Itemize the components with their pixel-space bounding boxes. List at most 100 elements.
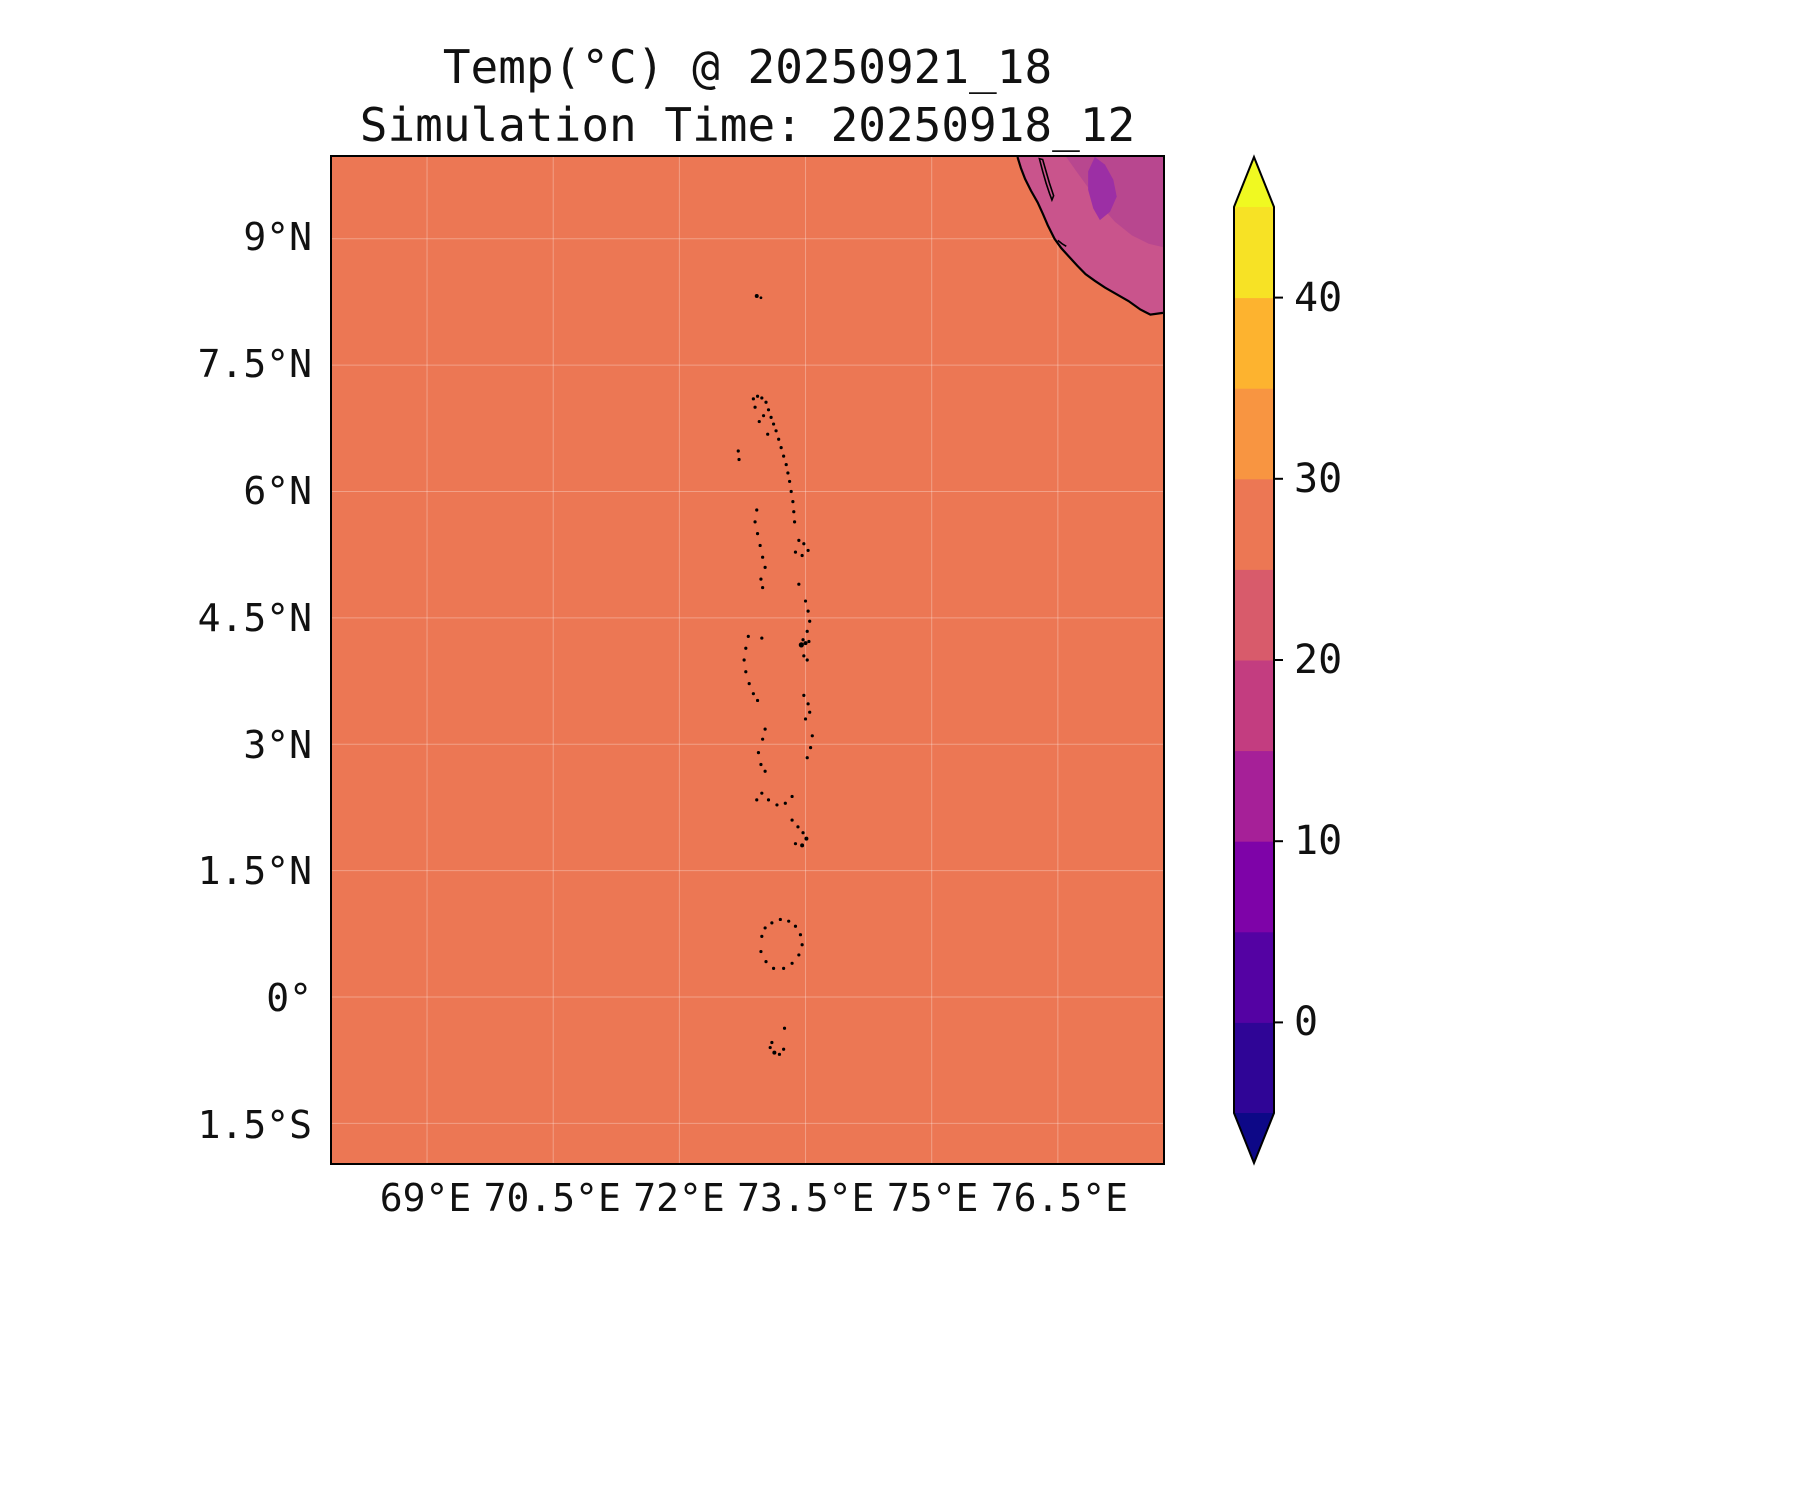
lake-outline — [1038, 157, 1055, 203]
colorbar-tick-label: 0 — [1294, 999, 1319, 1046]
island-dot — [797, 953, 801, 957]
colorbar-under-arrow — [1234, 1113, 1274, 1163]
island-dot — [768, 1045, 772, 1050]
island-dot — [766, 432, 770, 436]
title-block: Temp(°C) @ 20250921_18 Simulation Time: … — [330, 38, 1165, 154]
colorbar-outline — [1233, 154, 1275, 1166]
island-dots — [736, 294, 814, 1056]
island-dot — [793, 924, 798, 928]
y-tick-label: 3°N — [243, 722, 312, 767]
island-dot — [751, 692, 755, 696]
island-dot — [782, 1026, 787, 1030]
island-dot — [777, 1052, 782, 1056]
island-dot — [747, 682, 751, 686]
x-tick-label: 76.5°E — [990, 1176, 1128, 1220]
island-dot — [809, 746, 813, 750]
gridlines — [332, 157, 1163, 1163]
colorbar-band — [1234, 840, 1274, 933]
y-tick-label: 6°N — [243, 468, 312, 513]
island-dot — [775, 803, 779, 807]
island-dot — [755, 508, 759, 512]
island-dot — [756, 751, 761, 755]
island-dot — [763, 565, 767, 569]
island-dot — [751, 397, 755, 401]
island-dot — [764, 400, 768, 404]
inlet-outline — [1057, 239, 1067, 248]
island-dot — [744, 646, 748, 650]
map-plot — [330, 155, 1165, 1165]
colorbar-tick-label: 10 — [1294, 818, 1343, 865]
y-tick-label: 1.5°S — [197, 1103, 312, 1148]
island-dot — [760, 934, 764, 938]
island-dot — [787, 919, 791, 923]
island-dot — [755, 698, 760, 703]
island-dot — [770, 921, 774, 925]
island-dot — [786, 471, 790, 475]
colorbar-band — [1234, 931, 1274, 1023]
island-dot — [779, 446, 783, 450]
y-tick-label: 4.5°N — [197, 595, 312, 640]
island-dot — [759, 762, 763, 767]
colorbar-over-arrow — [1234, 157, 1274, 207]
island-dot — [764, 960, 768, 964]
island-dot — [791, 500, 795, 504]
y-tick-label: 7.5°N — [197, 341, 312, 386]
island-dot — [759, 296, 763, 300]
island-dot — [783, 801, 787, 805]
plot-subtitle: Simulation Time: 20250918_12 — [359, 98, 1136, 152]
x-tick-label: 73.5°E — [737, 1176, 875, 1220]
island-dot — [806, 702, 810, 706]
island-dot — [800, 553, 804, 558]
x-tick-label: 75°E — [886, 1176, 979, 1220]
island-dot — [769, 415, 773, 419]
island-dot — [771, 422, 776, 426]
island-dot — [778, 917, 782, 922]
island-dot — [742, 658, 746, 662]
island-dot — [746, 634, 750, 638]
coastline — [1016, 157, 1163, 316]
island-dot — [790, 794, 794, 799]
island-dot — [806, 609, 810, 613]
island-dot — [792, 510, 796, 514]
island-dot — [798, 933, 803, 937]
island-dot — [760, 791, 764, 795]
colorbar-band — [1234, 568, 1274, 661]
island-dot — [806, 548, 810, 553]
island-dot — [759, 577, 763, 581]
colorbar-band — [1234, 478, 1274, 570]
island-dot — [800, 843, 805, 848]
island-dot — [782, 454, 786, 458]
island-dot — [758, 543, 762, 548]
island-dot — [810, 734, 814, 738]
colorbar-tick-label: 20 — [1294, 637, 1343, 683]
island-dot — [737, 457, 741, 462]
island-dot — [808, 619, 812, 623]
island-dot — [803, 599, 808, 603]
island-dot — [755, 532, 760, 536]
map-canvas — [332, 157, 1163, 1163]
island-dot — [771, 966, 776, 970]
island-dot — [761, 737, 765, 741]
island-dot — [802, 693, 806, 697]
island-dot — [805, 658, 809, 662]
island-dot — [805, 629, 809, 633]
island-dot — [761, 555, 765, 559]
colorbar-band — [1234, 1021, 1274, 1114]
colorbar-band — [1234, 206, 1274, 299]
island-dot — [753, 520, 757, 524]
island-dot — [761, 414, 766, 418]
island-dot — [766, 408, 771, 412]
island-dot — [788, 479, 792, 484]
island-dot — [772, 1050, 777, 1055]
y-tick-label: 9°N — [243, 215, 312, 260]
island-dot — [807, 639, 811, 644]
island-dot — [796, 825, 800, 829]
island-dot — [790, 961, 794, 965]
island-dot — [753, 405, 757, 409]
island-dot — [800, 943, 804, 947]
island-dot — [754, 294, 759, 299]
island-dot — [797, 582, 801, 586]
island-dot — [755, 798, 759, 802]
island-dot — [790, 818, 794, 822]
island-dot — [759, 949, 763, 954]
